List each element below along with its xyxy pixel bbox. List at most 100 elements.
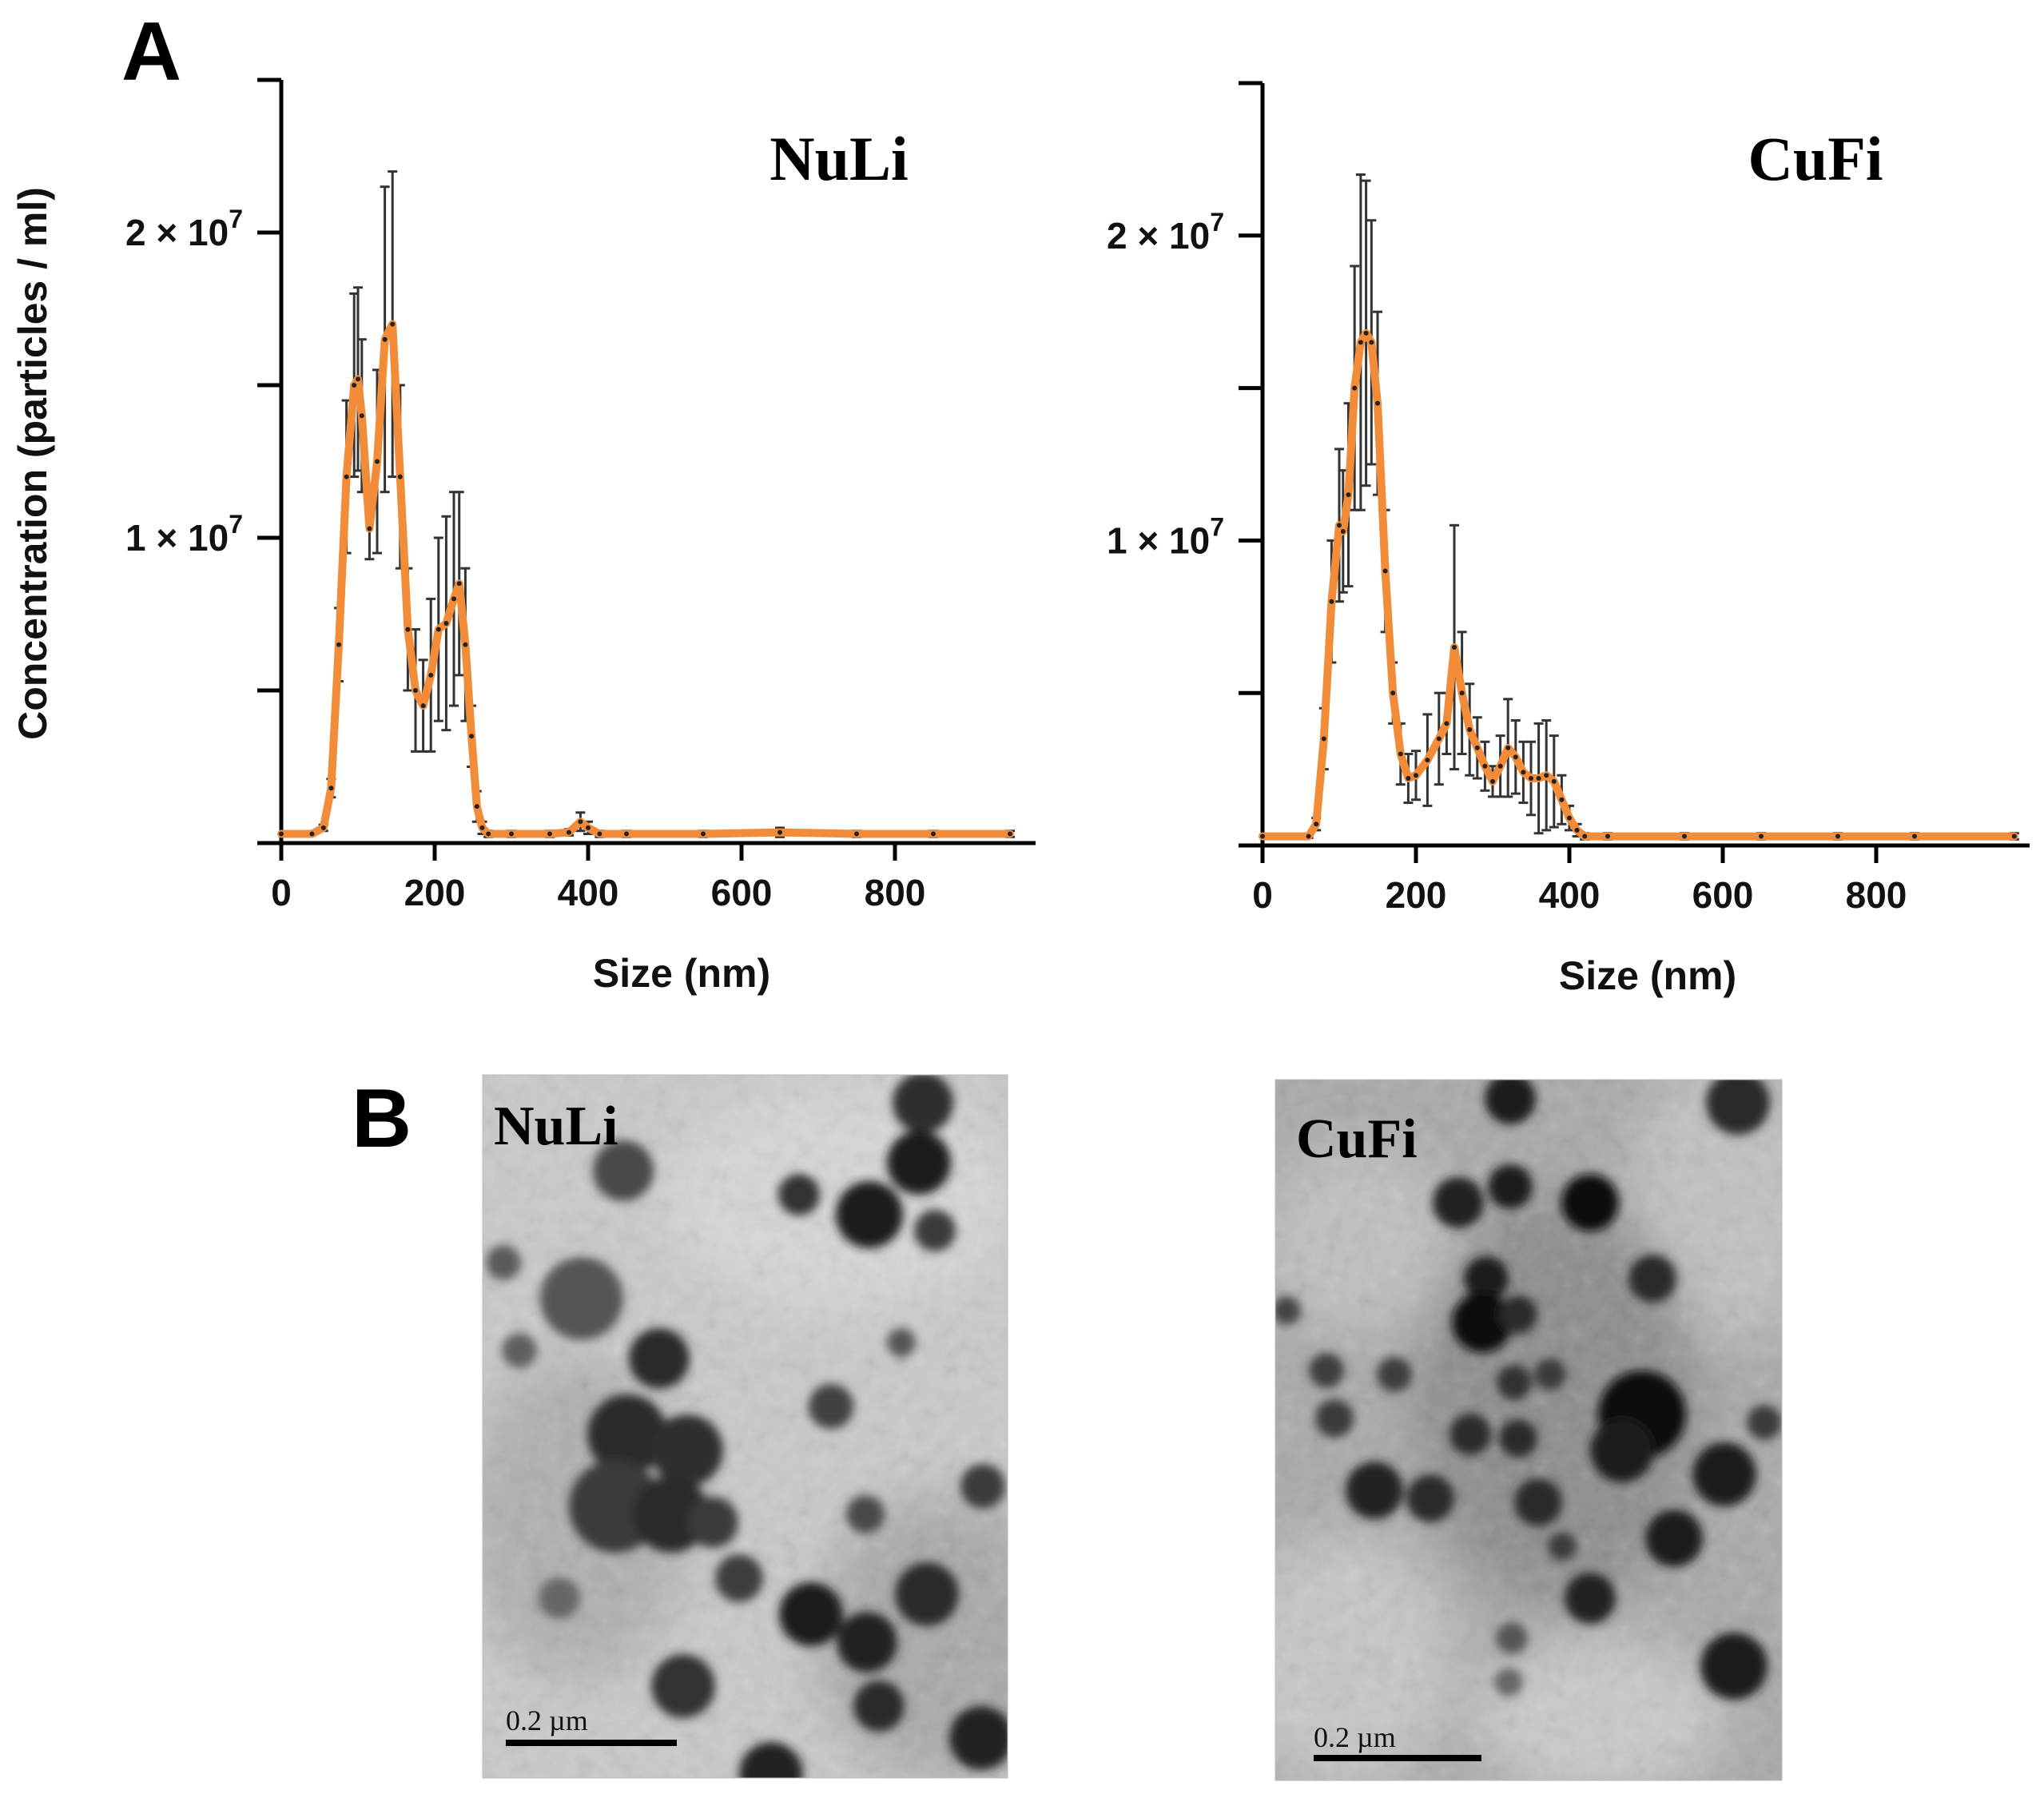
data-point	[1306, 833, 1311, 839]
x-tick-label: 400	[558, 872, 619, 913]
data-point	[1382, 568, 1388, 574]
data-point	[1567, 815, 1572, 821]
mean-line	[277, 320, 1014, 838]
chart-nuli: NuLi 0 200 400 600 800 1 × 107 2 × 107 Size (n…	[125, 78, 1036, 996]
data-point	[1346, 492, 1351, 498]
data-point	[1369, 340, 1374, 345]
data-point	[309, 831, 315, 837]
data-point	[1340, 528, 1346, 534]
data-point	[1358, 340, 1363, 345]
data-point	[1329, 599, 1334, 604]
data-point	[1574, 827, 1580, 833]
data-point	[624, 831, 629, 837]
series-lines	[1259, 328, 2018, 841]
y-tick-label: 1 × 107	[125, 510, 243, 559]
data-point	[375, 459, 380, 464]
chart-title: CuFi	[1748, 124, 1883, 193]
data-point	[1414, 773, 1418, 778]
data-point	[1551, 778, 1557, 784]
tick-labels: 0 200 400 600 800 1 × 107 2 × 107	[1107, 208, 1907, 916]
x-tick-label: 200	[404, 872, 466, 913]
data-point	[382, 336, 388, 342]
data-point	[1406, 776, 1411, 782]
scale-bar	[1314, 1755, 1481, 1761]
data-point	[777, 829, 782, 835]
data-point	[1314, 821, 1319, 827]
data-point	[469, 734, 475, 739]
x-tick-label: 600	[1692, 874, 1754, 916]
data-point	[279, 831, 284, 837]
data-point	[1321, 736, 1326, 742]
tem-image-cufi: CuFi 0.2 µm	[1275, 1079, 1783, 1781]
data-point	[1260, 833, 1265, 839]
data-point	[328, 786, 334, 791]
data-point	[435, 627, 441, 632]
data-point	[547, 831, 552, 837]
data-point	[1605, 833, 1610, 839]
data-point	[1835, 833, 1840, 839]
scale-bar-label: 0.2 µm	[506, 1705, 588, 1736]
data-point	[356, 376, 360, 382]
chart-cufi: CuFi 0 200 400 600 800 1 × 107 2 × 107 Size (n…	[1107, 81, 2030, 998]
series-lines	[277, 320, 1014, 838]
data-point	[1490, 778, 1495, 784]
mean-line	[1259, 328, 2018, 841]
data-point	[1912, 833, 1917, 839]
data-point	[443, 620, 449, 626]
data-point	[578, 819, 583, 825]
x-tick-label: 800	[865, 872, 926, 913]
data-point	[1582, 833, 1588, 839]
scale-bar-label: 0.2 µm	[1314, 1721, 1396, 1753]
data-point	[336, 642, 341, 647]
panel-label-a: A	[121, 6, 181, 98]
data-point	[1513, 754, 1518, 760]
data-point	[1482, 763, 1488, 769]
data-point	[486, 831, 491, 837]
axes	[1239, 81, 2030, 863]
axes	[257, 78, 1036, 861]
data-point	[1375, 400, 1380, 406]
data-point	[1008, 831, 1012, 837]
data-point	[1682, 833, 1687, 839]
data-point	[359, 413, 364, 419]
tick-labels: 0 200 400 600 800 1 × 107 2 × 107	[125, 205, 925, 913]
data-point	[428, 672, 434, 678]
data-point	[1444, 721, 1449, 726]
data-point	[1363, 330, 1369, 336]
tem-label: CuFi	[1296, 1108, 1418, 1170]
data-point	[320, 825, 326, 830]
y-axis-title: Concentration (particles / ml)	[10, 187, 55, 740]
data-point	[1759, 833, 1764, 839]
data-point	[567, 829, 571, 835]
data-point	[390, 321, 396, 327]
scale-bar	[506, 1740, 677, 1746]
data-point	[1467, 726, 1473, 732]
data-point	[463, 642, 468, 647]
y-tick-label: 2 × 107	[125, 205, 243, 253]
data-point	[701, 831, 706, 837]
data-point	[1544, 773, 1549, 778]
data-point	[1352, 385, 1358, 391]
data-point	[597, 831, 602, 837]
data-point	[1521, 770, 1526, 775]
y-tick-label: 2 × 107	[1107, 208, 1224, 257]
data-point	[367, 526, 372, 531]
y-tick-label: 1 × 107	[1107, 512, 1224, 561]
x-axis-title: Size (nm)	[1559, 953, 1736, 998]
data-point	[931, 831, 936, 837]
data-point	[456, 581, 462, 587]
data-point	[1390, 690, 1396, 696]
x-tick-label: 0	[271, 872, 292, 913]
data-point	[1559, 797, 1565, 802]
data-point	[479, 825, 485, 830]
data-point	[1452, 644, 1457, 650]
data-point	[397, 474, 403, 479]
data-point	[344, 474, 349, 479]
error-bars	[1303, 173, 2019, 841]
data-point	[451, 596, 456, 602]
data-point	[1505, 745, 1511, 750]
data-point	[509, 831, 514, 837]
data-point	[420, 703, 426, 709]
data-point	[1436, 736, 1442, 742]
